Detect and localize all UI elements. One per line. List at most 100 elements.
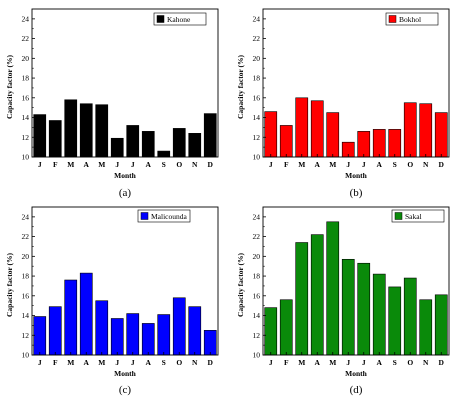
x-tick-label: J <box>362 358 366 367</box>
y-tick-label: 22 <box>253 232 261 241</box>
y-tick-label: 24 <box>253 212 261 221</box>
bar-3 <box>295 97 309 158</box>
x-tick-label: M <box>98 358 105 367</box>
x-tick-label: F <box>284 160 289 169</box>
y-axis-title: Capacity factor (%) <box>5 54 14 119</box>
y-tick-label: 20 <box>253 252 261 261</box>
y-tick-label: 14 <box>253 311 261 320</box>
x-tick-label: J <box>346 160 350 169</box>
bar-5 <box>326 112 340 158</box>
bar-3 <box>64 99 78 158</box>
bar-3 <box>295 242 309 356</box>
x-tick-label: N <box>192 358 198 367</box>
x-tick-label: A <box>146 160 152 169</box>
x-tick-label: M <box>298 358 305 367</box>
bar-8 <box>141 323 155 356</box>
bar-11 <box>188 306 202 356</box>
y-axis-title: Capacity factor (%) <box>236 54 245 119</box>
bar-4 <box>310 100 324 158</box>
y-tick-label: 24 <box>22 212 30 221</box>
bar-1 <box>264 111 278 158</box>
legend: Sakal <box>391 209 445 223</box>
x-tick-label: J <box>362 160 366 169</box>
legend-swatch <box>388 15 397 23</box>
y-tick-label: 22 <box>22 232 30 241</box>
legend-box <box>153 12 207 26</box>
x-tick-label: O <box>407 160 413 169</box>
x-axis-title: Month <box>345 171 367 180</box>
bar-8 <box>372 129 386 158</box>
y-tick-label: 20 <box>22 252 30 261</box>
x-tick-label: M <box>67 358 74 367</box>
legend-box <box>385 12 439 26</box>
bar-4 <box>79 103 93 158</box>
y-tick-label: 20 <box>253 54 261 63</box>
y-axis-title: Capacity factor (%) <box>5 252 14 317</box>
x-tick-label: S <box>162 160 166 169</box>
bar-9 <box>388 286 402 356</box>
bar-8 <box>141 131 155 158</box>
legend-swatch <box>394 212 403 220</box>
bar-12 <box>434 112 448 158</box>
bar-11 <box>419 103 433 158</box>
x-tick-label: A <box>84 160 90 169</box>
x-tick-label: M <box>67 160 74 169</box>
x-tick-label: A <box>315 160 321 169</box>
x-tick-label: S <box>393 160 397 169</box>
x-tick-label: A <box>146 358 152 367</box>
y-tick-label: 16 <box>22 93 30 102</box>
bar-12 <box>203 113 217 158</box>
bar-5 <box>95 104 109 158</box>
x-tick-label: O <box>407 358 413 367</box>
x-tick-label: M <box>98 160 105 169</box>
y-tick-label: 18 <box>253 74 261 83</box>
x-tick-label: J <box>269 160 273 169</box>
x-tick-label: F <box>53 358 58 367</box>
bar-11 <box>419 299 433 356</box>
panel-caption: (d) <box>350 384 363 396</box>
x-tick-label: S <box>162 358 166 367</box>
x-tick-label: J <box>38 358 42 367</box>
x-tick-label: J <box>131 358 135 367</box>
bar-3 <box>64 279 78 356</box>
y-axis-title: Capacity factor (%) <box>236 252 245 317</box>
plot-frame <box>31 206 219 356</box>
legend: Malicounda <box>137 209 191 223</box>
x-tick-label: F <box>284 358 289 367</box>
bar-1 <box>33 114 47 158</box>
legend-label: Kahone <box>167 15 191 24</box>
bar-9 <box>388 129 402 158</box>
bar-12 <box>203 330 217 356</box>
x-tick-label: J <box>115 160 119 169</box>
x-tick-label: J <box>38 160 42 169</box>
y-tick-label: 10 <box>22 351 30 360</box>
y-tick-label: 16 <box>22 291 30 300</box>
bar-5 <box>326 221 340 356</box>
y-tick-label: 10 <box>22 153 30 162</box>
y-tick-label: 16 <box>253 291 261 300</box>
bar-1 <box>264 307 278 356</box>
bar-5 <box>95 300 109 356</box>
bar-6 <box>341 258 355 356</box>
bar-10 <box>403 277 417 356</box>
x-tick-label: D <box>439 160 445 169</box>
legend-label: Bokhol <box>399 15 421 24</box>
bar-7 <box>126 313 140 356</box>
x-tick-label: A <box>315 358 321 367</box>
y-tick-label: 12 <box>253 331 261 340</box>
y-tick-label: 14 <box>22 113 30 122</box>
bar-6 <box>110 318 124 356</box>
x-tick-label: A <box>377 160 383 169</box>
y-tick-label: 22 <box>253 34 261 43</box>
x-tick-label: J <box>346 358 350 367</box>
x-tick-label: D <box>439 358 445 367</box>
bar-4 <box>310 234 324 356</box>
x-tick-label: A <box>377 358 383 367</box>
x-tick-label: M <box>329 160 336 169</box>
bar-10 <box>172 128 186 158</box>
legend-box <box>391 209 445 223</box>
x-tick-label: J <box>269 358 273 367</box>
